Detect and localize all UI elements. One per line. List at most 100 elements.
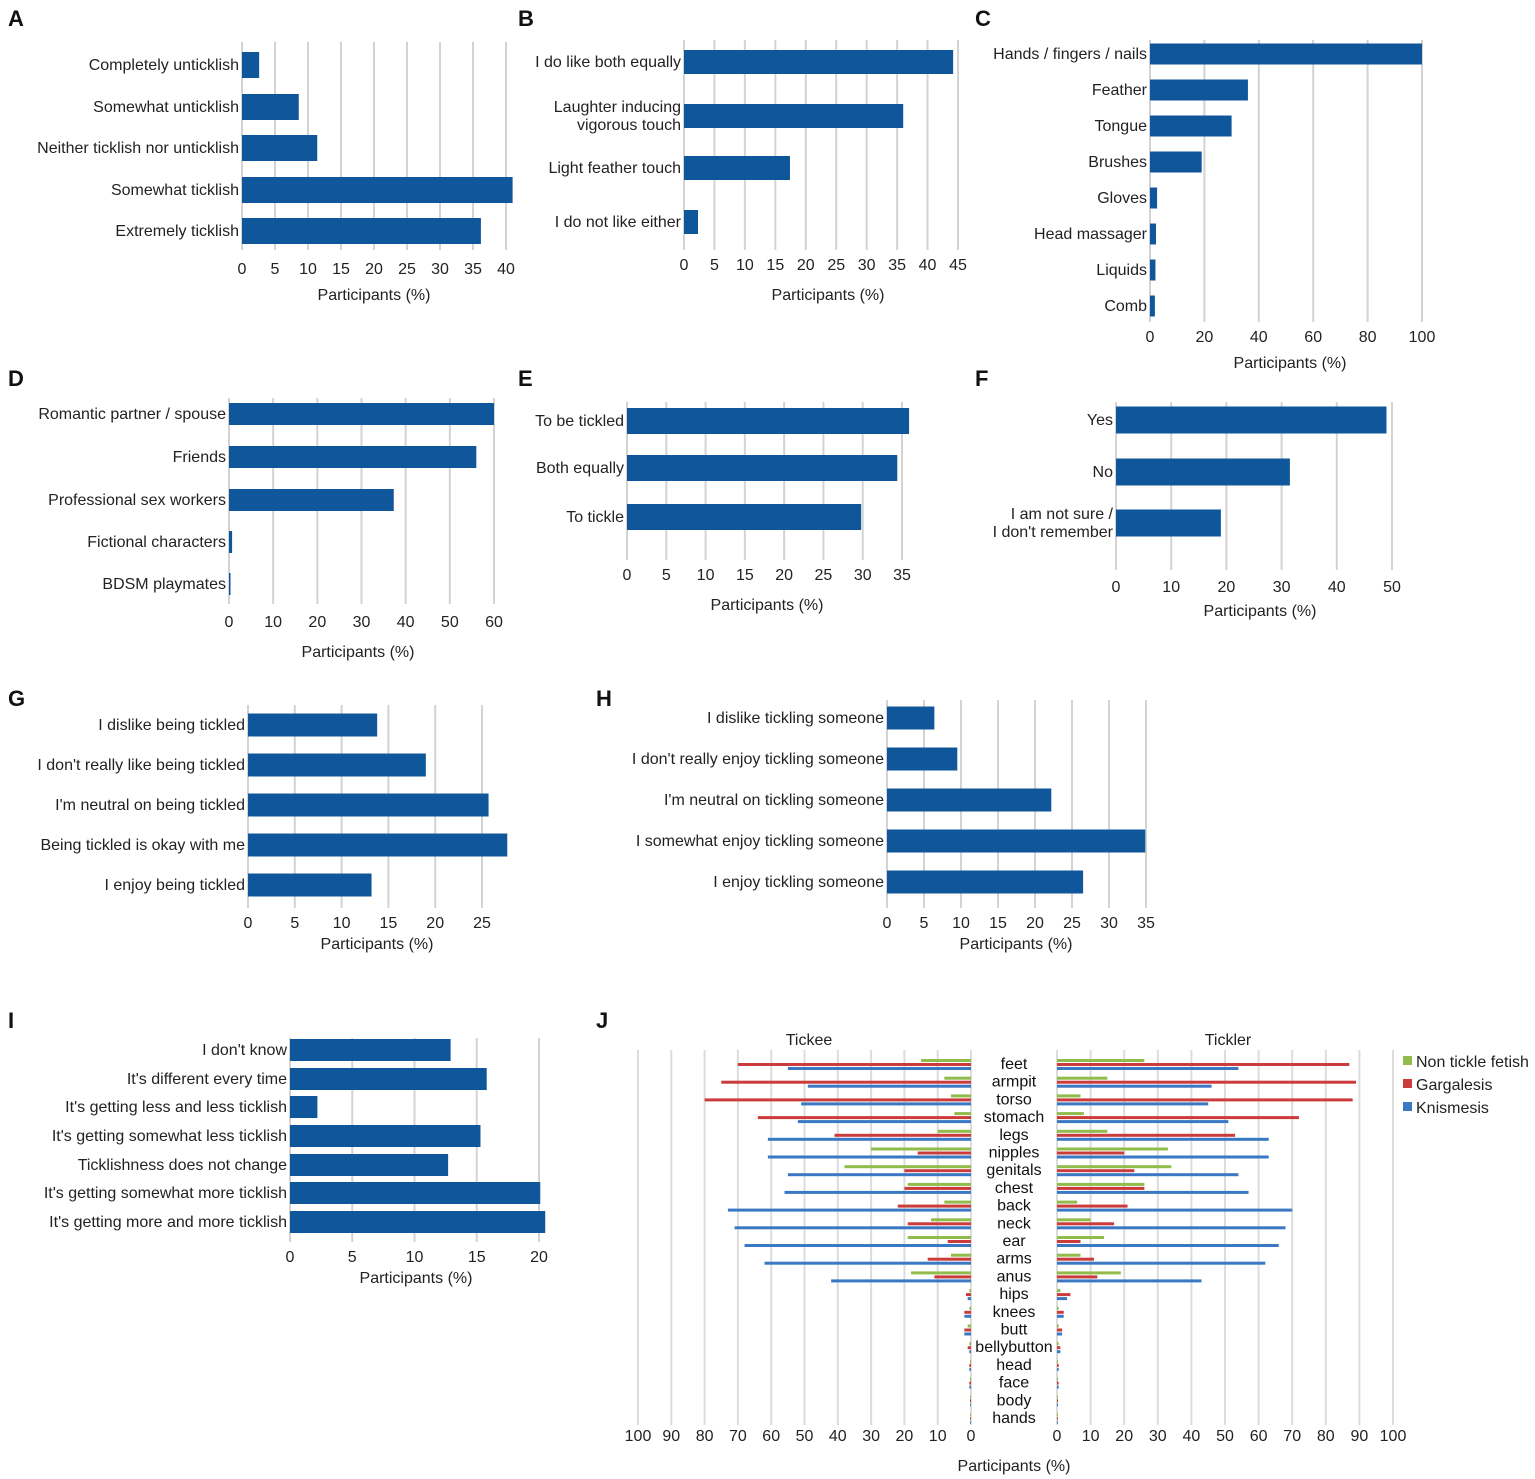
bar-tickler-non-tickle-fetish (1057, 1218, 1091, 1222)
x-tick-label: 25 (1063, 915, 1081, 932)
bar (290, 1039, 451, 1061)
x-tick-label: 20 (365, 261, 383, 278)
category-label: I don't know (202, 1042, 287, 1059)
x-tick-label: 25 (473, 915, 491, 932)
x-tick-label: 0 (1146, 329, 1155, 346)
bar (1150, 187, 1158, 209)
x-tick-label: 20 (1196, 329, 1214, 346)
x-tick-label-left: 30 (862, 1428, 880, 1445)
x-tick-label: 60 (1304, 329, 1322, 346)
bar (290, 1068, 487, 1090)
bar-tickee-gargalesis (904, 1169, 971, 1173)
bar-tickler-gargalesis (1057, 1098, 1353, 1102)
x-axis-label: Participants (%) (772, 287, 885, 304)
category-label: I do not like either (555, 214, 682, 231)
bar-tickler-knismesis (1057, 1190, 1249, 1194)
category-label: I am not sure / I don't remember (993, 506, 1114, 541)
x-tick-label-left: 90 (662, 1428, 680, 1445)
category-label: It's getting somewhat less ticklish (52, 1128, 287, 1145)
bar (242, 218, 481, 244)
category-label: Somewhat unticklish (93, 99, 239, 116)
bar (887, 829, 1146, 853)
category-label: Completely unticklish (89, 57, 239, 74)
panel-letter: C (975, 6, 991, 31)
bar-tickler-knismesis (1057, 1350, 1061, 1354)
category-label: Extremely ticklish (115, 223, 239, 240)
panel-H: H 0 5 10 15 20 25 30 35 I dislike tickling someon… (596, 686, 1155, 953)
category-label: Both equally (536, 460, 624, 477)
x-tick-label: 10 (697, 567, 715, 584)
legend: Non tickle fetish Gargalesis Knismesis (1403, 1054, 1529, 1117)
category-label: Professional sex workers (48, 492, 226, 509)
bar-tickee-knismesis (970, 1403, 971, 1407)
bar-tickee-non-tickle-fetish (921, 1059, 971, 1062)
x-tick-label-left: 20 (896, 1428, 914, 1445)
bar-tickler-non-tickle-fetish (1057, 1200, 1078, 1204)
bar (229, 573, 231, 595)
bar-tickler-gargalesis (1057, 1363, 1059, 1367)
bar-tickler-non-tickle-fetish (1057, 1413, 1058, 1416)
x-tick-label-right: 60 (1250, 1428, 1268, 1445)
bar-tickler-knismesis (1057, 1367, 1059, 1371)
bar-tickler-non-tickle-fetish (1057, 1076, 1108, 1080)
x-tick-label: 20 (797, 257, 815, 274)
x-tick-label-left: 0 (967, 1428, 976, 1445)
x-tick-label: 40 (497, 261, 515, 278)
bar-tickee-knismesis (744, 1244, 971, 1247)
x-tick-label: 25 (815, 567, 833, 584)
tickler-title: Tickler (1205, 1032, 1252, 1049)
category-label: I don't really enjoy tickling someone (632, 751, 884, 768)
category-label: Gloves (1097, 190, 1147, 207)
x-tick-label: 0 (225, 614, 234, 631)
panel-C: C 0 20 40 60 80 100 Hands / fingers / nails Feat… (975, 6, 1435, 372)
category-label: armpit (992, 1074, 1037, 1091)
x-axis-label: Participants (%) (1204, 603, 1317, 620)
bar-tickee-non-tickle-fetish (967, 1324, 971, 1328)
panel-G: G 0 5 10 15 20 25 I dislike being tickled I don'… (8, 686, 508, 953)
x-tick-label: 0 (244, 915, 253, 932)
x-tick-label: 5 (920, 915, 929, 932)
bar-tickee-gargalesis (970, 1399, 971, 1403)
category-label: anus (997, 1268, 1032, 1285)
bar-tickee-non-tickle-fetish (951, 1253, 971, 1257)
category-label: genitals (986, 1162, 1041, 1179)
category-label: Romantic partner / spouse (38, 406, 226, 423)
bar-tickler-knismesis (1057, 1155, 1269, 1159)
bar-tickee-gargalesis (934, 1275, 971, 1279)
bar (290, 1182, 541, 1204)
bar-tickler-non-tickle-fetish (1057, 1271, 1121, 1275)
category-label: legs (999, 1127, 1028, 1144)
bar-tickee-gargalesis (947, 1240, 971, 1243)
x-tick-label-right: 70 (1283, 1428, 1301, 1445)
tickee-title: Tickee (786, 1032, 833, 1049)
category-label: stomach (984, 1109, 1044, 1126)
bar (248, 793, 489, 817)
bar-tickler-gargalesis (1057, 1417, 1058, 1420)
bar-tickee-knismesis (969, 1350, 971, 1354)
legend-swatch (1403, 1079, 1412, 1088)
x-tick-label-left: 40 (829, 1428, 847, 1445)
bar (229, 489, 394, 511)
bar (1150, 79, 1248, 101)
bar-tickler-non-tickle-fetish (1057, 1236, 1105, 1239)
panel-letter: F (975, 366, 988, 391)
category-label: back (997, 1198, 1032, 1215)
category-label: Neither ticklish nor unticklish (37, 140, 239, 157)
category-label: I'm neutral on being tickled (55, 797, 245, 814)
bar-tickler-non-tickle-fetish (1057, 1129, 1108, 1133)
x-tick-label: 15 (736, 567, 754, 584)
category-label: body (997, 1392, 1032, 1409)
x-tick-label: 10 (736, 257, 754, 274)
bar-tickler-gargalesis (1057, 1151, 1125, 1155)
bar-tickler-gargalesis (1057, 1293, 1071, 1297)
bar-tickler-gargalesis (1057, 1063, 1350, 1066)
legend-label: Knismesis (1416, 1100, 1489, 1117)
category-label: No (1093, 464, 1114, 481)
x-tick-label: 5 (271, 261, 280, 278)
x-tick-label: 0 (680, 257, 689, 274)
bar (248, 753, 426, 777)
x-axis-label: Participants (%) (302, 644, 415, 661)
x-axis-label: Participants (%) (1234, 355, 1347, 372)
bar-tickee-non-tickle-fetish (969, 1342, 971, 1346)
category-label: nipples (989, 1145, 1040, 1162)
